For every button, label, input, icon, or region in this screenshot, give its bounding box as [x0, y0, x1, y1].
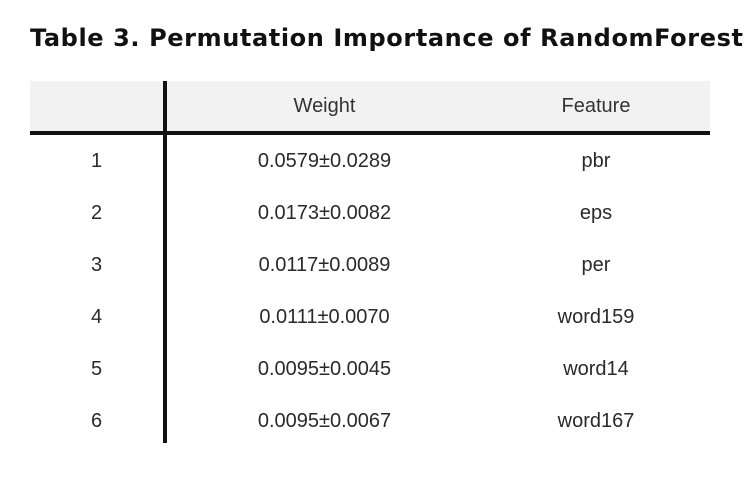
row-feature-cell: eps: [579, 201, 613, 224]
row-index-cell: 5: [90, 357, 103, 380]
column-divider: [163, 81, 167, 443]
header-weight-cell: Weight: [293, 94, 356, 117]
row-index-cell: 6: [90, 409, 103, 432]
table-row: 4 0.0111±0.0070 word159: [30, 291, 710, 343]
header-index-cell: [30, 81, 163, 131]
table-row: 2 0.0173±0.0082 eps: [30, 187, 710, 239]
row-weight-cell: 0.0111±0.0070: [259, 305, 390, 328]
header-feature-cell: Feature: [561, 94, 631, 117]
table-header-row: Weight Feature: [30, 81, 710, 135]
row-index-cell: 1: [90, 149, 103, 172]
permutation-importance-table: Weight Feature 1 0.0579±0.0289 pbr 2 0.0…: [30, 81, 710, 447]
table-row: 6 0.0095±0.0067 word167: [30, 395, 710, 447]
row-feature-cell: word14: [563, 357, 629, 380]
table-row: 1 0.0579±0.0289 pbr: [30, 135, 710, 187]
table-title: Table 3. Permutation Importance of Rando…: [30, 24, 744, 52]
table-body: 1 0.0579±0.0289 pbr 2 0.0173±0.0082 eps …: [30, 135, 710, 447]
row-weight-cell: 0.0579±0.0289: [257, 149, 392, 172]
table-row: 3 0.0117±0.0089 per: [30, 239, 710, 291]
row-feature-cell: word167: [557, 409, 635, 432]
row-weight-cell: 0.0117±0.0089: [258, 253, 391, 276]
table-row: 5 0.0095±0.0045 word14: [30, 343, 710, 395]
row-weight-cell: 0.0095±0.0045: [257, 357, 392, 380]
row-index-cell: 2: [90, 201, 103, 224]
row-feature-cell: per: [581, 253, 611, 276]
row-index-cell: 3: [90, 253, 103, 276]
row-weight-cell: 0.0173±0.0082: [257, 201, 392, 224]
row-weight-cell: 0.0095±0.0067: [257, 409, 392, 432]
row-feature-cell: pbr: [581, 149, 611, 172]
row-feature-cell: word159: [557, 305, 635, 328]
row-index-cell: 4: [90, 305, 103, 328]
